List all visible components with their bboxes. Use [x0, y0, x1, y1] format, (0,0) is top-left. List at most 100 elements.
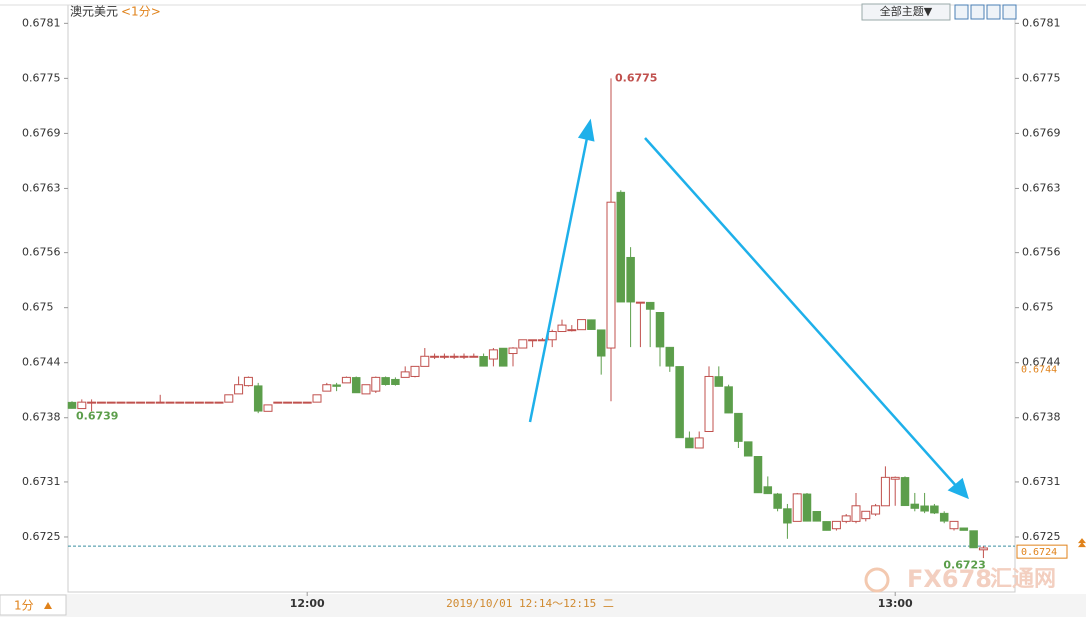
icon[interactable]: [1002, 4, 1017, 20]
candle-body: [880, 476, 890, 507]
candle-body: [724, 386, 733, 414]
candle-body: [675, 366, 684, 439]
toolbar-icons[interactable]: [954, 4, 1017, 20]
candle-body: [381, 377, 390, 385]
candle-body: [175, 401, 185, 404]
candle-body: [430, 355, 440, 358]
candle-body: [351, 377, 361, 394]
candle-body: [930, 505, 939, 514]
arrow-head: [577, 118, 595, 142]
candle-body: [831, 520, 841, 530]
candle-body: [596, 329, 606, 357]
y-tick-label: 0.6756: [22, 246, 61, 259]
watermark-logo: [864, 567, 890, 593]
candle-body: [910, 503, 920, 509]
topic-button[interactable]: [861, 3, 951, 21]
candle-body: [449, 355, 459, 358]
candle-body: [822, 521, 831, 531]
candle-body: [714, 376, 724, 387]
candle-body: [263, 404, 273, 412]
candle-body: [616, 191, 626, 303]
title: 澳元美元: [70, 5, 118, 19]
y2-tick-label: 0.6731: [1022, 475, 1061, 488]
candle-body: [136, 401, 146, 404]
candle-body: [890, 476, 900, 480]
candle-body: [606, 201, 616, 349]
candle-body: [243, 376, 253, 387]
candle-body: [949, 520, 959, 530]
x-tick-label: 12:00: [290, 597, 325, 610]
candle-body: [802, 493, 812, 522]
y-tick-label: 0.675: [22, 301, 54, 314]
icon[interactable]: [954, 4, 969, 20]
arrow-down: [644, 137, 959, 489]
candle-body: [253, 385, 263, 412]
period-tab[interactable]: [0, 594, 67, 616]
icon[interactable]: [970, 4, 985, 20]
candle-body: [87, 401, 97, 404]
candle-body: [439, 355, 449, 358]
candle-body: [459, 355, 469, 358]
candle-body: [234, 384, 244, 395]
candle-body: [302, 401, 312, 404]
point-label: 0.6775: [615, 71, 657, 84]
watermark: 汇通网: [990, 567, 1056, 592]
tab-arrow: [44, 602, 52, 609]
candle-body: [743, 441, 753, 457]
candle-body: [587, 319, 596, 330]
candle-body: [391, 378, 400, 385]
candle-body: [567, 329, 577, 332]
candle-body: [204, 401, 214, 404]
y2-tick-label: 0.6763: [1022, 181, 1061, 194]
y2-tick-label: 0.6769: [1022, 126, 1061, 139]
candle-body: [518, 339, 528, 349]
candle-body: [763, 486, 773, 495]
candle-body: [812, 511, 822, 522]
candle-body: [685, 437, 694, 449]
candle-body: [96, 401, 106, 404]
candle-body: [155, 401, 165, 404]
candle-body: [783, 508, 792, 524]
period-tab-text[interactable]: 1分: [14, 599, 34, 613]
candle-body: [116, 401, 126, 404]
y-tick-label: 0.6731: [22, 475, 61, 488]
candle-body: [635, 301, 645, 304]
status-text: 2019/10/01 12:14～12:15 二: [446, 597, 614, 610]
footer-bar: [0, 594, 1086, 617]
candle-body: [165, 401, 175, 404]
candle-body: [488, 349, 498, 360]
y2-tick-label: 0.6725: [1022, 530, 1061, 543]
icon[interactable]: [986, 4, 1001, 20]
candle-body: [312, 394, 322, 403]
y-tick-label: 0.6744: [22, 356, 61, 369]
candle-body: [420, 355, 430, 367]
candle-body: [792, 493, 802, 522]
candle-body: [371, 376, 381, 392]
candle-body: [283, 401, 293, 404]
topic-button-text[interactable]: 全部主题▼: [880, 4, 933, 18]
candle-body: [528, 339, 538, 342]
candle-body: [900, 477, 910, 507]
candle-body: [341, 376, 351, 384]
y2-tick-label: 0.6775: [1022, 71, 1061, 84]
arrow-head: [947, 477, 969, 500]
candle-body: [292, 401, 302, 404]
candle-body: [479, 356, 488, 367]
candle-body: [694, 437, 704, 449]
period-label: <1分>: [121, 5, 161, 19]
watermark: FX678: [907, 565, 992, 593]
candle-body: [861, 510, 871, 520]
candle-body: [322, 384, 332, 392]
candle-body: [410, 365, 420, 377]
arrow-up: [528, 137, 589, 423]
candle-body: [194, 401, 204, 404]
candle-body: [361, 384, 371, 395]
candle-body: [851, 505, 861, 522]
candle-body: [557, 324, 567, 333]
candle-body: [841, 515, 851, 522]
candle-body: [969, 530, 978, 549]
x-tick-label: 13:00: [878, 597, 913, 610]
candle-body: [332, 384, 341, 387]
candle-body: [273, 401, 283, 404]
